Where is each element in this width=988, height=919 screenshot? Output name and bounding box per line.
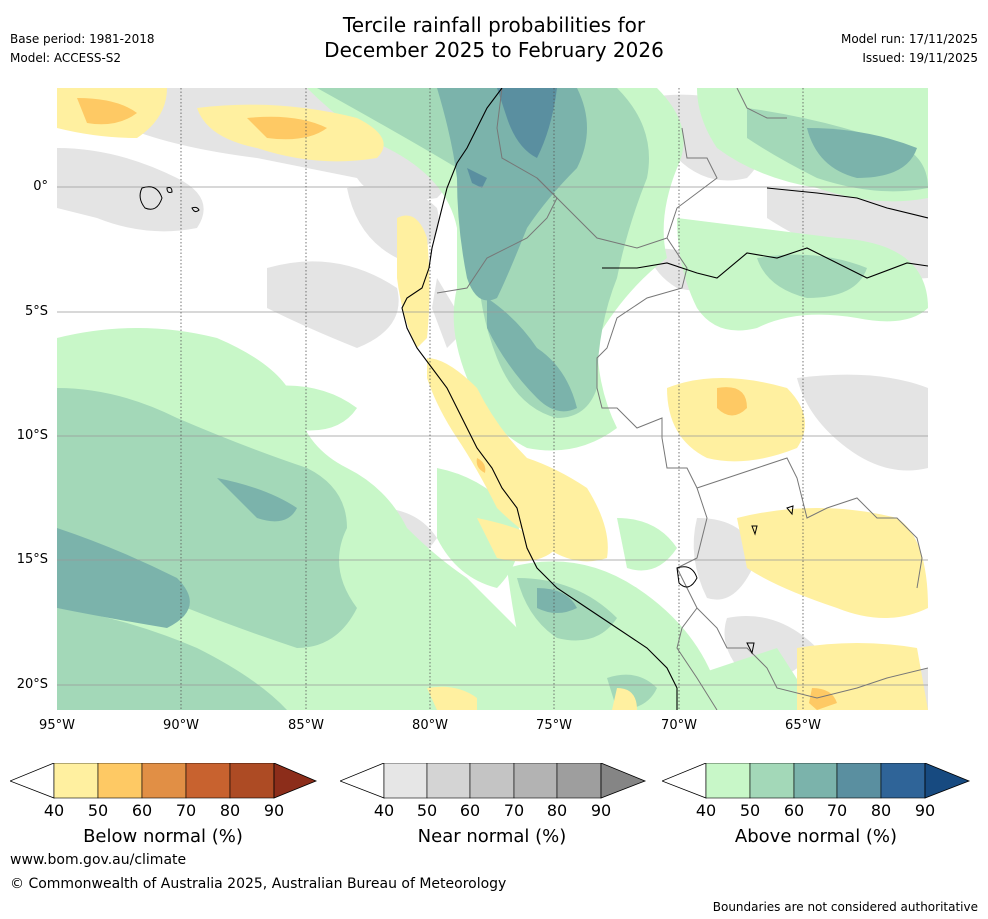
colorbar-swatch [426,763,471,799]
lakes-and-islands [139,186,794,655]
lon-label-70w: 70°W [661,718,697,733]
below-tick: 90 [263,801,285,820]
near-tick: 60 [459,801,481,820]
latitude-lines [57,186,928,686]
near-tick: 90 [590,801,612,820]
colorbar-swatch [924,763,971,799]
lon-label-85w: 85°W [288,718,324,733]
above-normal-colorbar [662,763,971,799]
below-normal-50-areas [77,98,837,710]
model-text: Model: ACCESS-S2 [10,51,122,65]
colorbar-swatch [880,763,926,799]
colorbar-swatch [383,763,428,799]
colorbar-swatch [513,763,558,799]
model-run-text: Model run: 17/11/2025 [840,32,978,46]
issued-text: Issued: 19/11/2025 [862,51,978,65]
base-period-text: Base period: 1981-2018 [10,32,155,46]
lat-label-15s: 15°S [16,552,48,567]
coastline [401,88,928,710]
lat-label-20s: 20°S [16,677,48,692]
near-tick: 80 [546,801,568,820]
colorbar-swatch [600,763,647,799]
lon-label-95w: 95°W [39,718,75,733]
copyright-text: © Commonwealth of Australia 2025, Austra… [10,876,507,892]
above-tick: 40 [695,801,717,820]
above-normal-60-areas [57,88,917,628]
lat-label-10s: 10°S [16,428,48,443]
colorbar-swatch [705,763,751,799]
colorbar-swatch [185,763,231,799]
rainfall-probability-map [57,88,928,710]
title-line-2: December 2025 to February 2026 [324,38,664,62]
colorbar-swatch [97,763,143,799]
lon-label-90w: 90°W [163,718,199,733]
below-tick: 60 [131,801,153,820]
colorbar-swatch [229,763,275,799]
above-tick: 60 [783,801,805,820]
below-tick: 50 [87,801,109,820]
colorbar-swatch [273,763,318,799]
country-borders [436,88,928,710]
above-tick: 90 [914,801,936,820]
longitude-lines [180,88,804,710]
lon-label-65w: 65°W [785,718,821,733]
near-tick: 70 [503,801,525,820]
below-normal-label: Below normal (%) [83,826,243,847]
colorbar-swatch [469,763,515,799]
lat-label-5s: 5°S [24,304,48,319]
colorbar-swatch [556,763,602,799]
above-normal-70-areas [467,88,557,188]
above-tick: 70 [826,801,848,820]
bom-url-link[interactable]: www.bom.gov.au/climate [10,852,187,868]
below-tick: 70 [175,801,197,820]
lon-label-80w: 80°W [412,718,448,733]
colorbar-swatch [793,763,838,799]
near-tick: 40 [373,801,395,820]
colorbar-swatch [836,763,882,799]
near-normal-label: Near normal (%) [417,826,567,847]
lat-label-0: 0° [33,179,48,194]
colorbar-swatch [749,763,795,799]
lon-label-75w: 75°W [536,718,572,733]
near-tick: 50 [416,801,438,820]
below-tick: 80 [219,801,241,820]
title-line-1: Tercile rainfall probabilities for [342,13,646,37]
below-tick: 40 [43,801,65,820]
above-tick: 80 [870,801,892,820]
disclaimer-text: Boundaries are not considered authoritat… [712,900,978,914]
colorbar-swatch [141,763,187,799]
below-normal-colorbar [10,763,318,799]
near-normal-colorbar [340,763,647,799]
colorbar-swatch [53,763,99,799]
above-normal-label: Above normal (%) [734,826,898,847]
map-title: Tercile rainfall probabilities for Decem… [0,13,988,63]
above-tick: 50 [739,801,761,820]
